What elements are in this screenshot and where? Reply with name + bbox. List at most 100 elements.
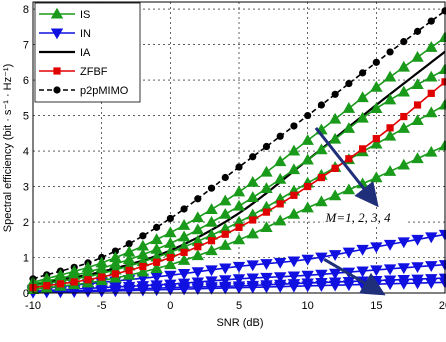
data-point [194, 195, 201, 202]
x-tick-label: 0 [167, 300, 173, 312]
data-point [167, 254, 174, 261]
data-point [208, 237, 215, 244]
legend-label: p2pMIMO [80, 85, 129, 97]
series-zfbf-9 [29, 78, 446, 291]
data-point [151, 234, 162, 244]
data-point [277, 133, 284, 140]
data-point [153, 259, 160, 266]
data-point [261, 183, 272, 193]
data-point [343, 184, 354, 194]
x-tick-label: 20 [439, 300, 446, 312]
data-point [330, 114, 341, 124]
data-point [359, 69, 366, 76]
data-point [373, 59, 380, 66]
data-point [151, 244, 162, 254]
data-point [426, 42, 437, 52]
data-point [249, 216, 256, 223]
data-point [386, 48, 393, 55]
y-tick-label: 5 [23, 111, 29, 123]
data-point [139, 232, 146, 239]
data-point [371, 172, 382, 182]
x-tick-label: -10 [25, 300, 41, 312]
data-point [234, 234, 245, 244]
data-point [412, 115, 423, 125]
legend-label: IN [80, 28, 91, 40]
data-point [263, 209, 270, 216]
data-point [414, 101, 421, 108]
data-point [302, 202, 313, 212]
y-axis-title: Spectral efficiency (bit · s⁻¹ · Hz⁻¹) [2, 64, 14, 233]
data-point [263, 143, 270, 150]
data-point [261, 167, 272, 177]
y-tick-label: 8 [23, 4, 29, 16]
legend-label: ZFBF [80, 66, 108, 78]
data-point [247, 192, 258, 202]
data-point [316, 196, 327, 206]
y-tick-label: 4 [23, 146, 29, 158]
data-point [345, 155, 352, 162]
data-point [330, 190, 341, 200]
data-point [398, 86, 409, 96]
data-point [398, 123, 409, 133]
data-point [43, 282, 50, 289]
data-point [400, 38, 407, 45]
data-point [385, 166, 396, 176]
data-point [180, 205, 187, 212]
data-point [234, 201, 245, 211]
data-point [57, 280, 64, 287]
data-point [428, 18, 435, 25]
data-point [412, 79, 423, 89]
data-point [288, 145, 299, 155]
data-point [304, 183, 311, 190]
data-point [179, 220, 190, 230]
data-point [222, 174, 229, 181]
legend-label: IA [80, 47, 91, 59]
data-point [206, 204, 217, 214]
data-point [137, 241, 148, 251]
y-tick-label: 2 [23, 217, 29, 229]
data-point [290, 122, 297, 129]
data-point [206, 217, 217, 227]
legend-label: IS [80, 9, 90, 21]
annotation-label: M=1, 2, 3, 4 [325, 210, 392, 225]
data-point [400, 113, 407, 120]
data-point [71, 278, 78, 285]
data-point [414, 28, 421, 35]
data-point [385, 131, 396, 141]
data-point [290, 192, 297, 199]
data-point [332, 165, 339, 172]
y-tick-label: 3 [23, 182, 29, 194]
y-tick-label: 7 [23, 40, 29, 52]
data-point [302, 135, 313, 145]
data-point [318, 101, 325, 108]
data-point [373, 135, 380, 142]
data-point [249, 153, 256, 160]
data-point [412, 153, 423, 163]
data-point [398, 62, 409, 72]
data-point [371, 82, 382, 92]
y-tick-label: 1 [23, 253, 29, 265]
data-point [235, 163, 242, 170]
data-point [167, 215, 174, 222]
data-point [426, 147, 437, 157]
data-point [412, 52, 423, 62]
data-point [426, 72, 437, 82]
data-point [359, 145, 366, 152]
data-point [318, 174, 325, 181]
x-tick-label: 5 [236, 300, 242, 312]
data-point [398, 160, 409, 170]
data-point [386, 124, 393, 131]
x-axis-title: SNR (dB) [216, 317, 263, 329]
x-tick-label: 15 [370, 300, 382, 312]
data-point [153, 224, 160, 231]
data-point [222, 231, 229, 238]
data-point [428, 90, 435, 97]
data-point [179, 231, 190, 241]
legend-marker [53, 67, 60, 74]
data-point [385, 72, 396, 82]
data-point [426, 107, 437, 117]
data-point [220, 209, 231, 219]
data-point [277, 200, 284, 207]
data-point [304, 112, 311, 119]
data-point [165, 238, 176, 248]
